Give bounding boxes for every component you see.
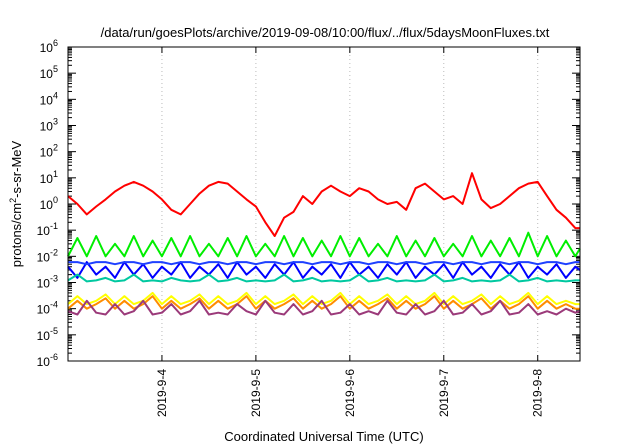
series-line-3 [67,261,581,279]
y-axis-label-tail: -s-sr-MeV [9,140,24,197]
y-tick-label: 100 [40,195,58,212]
series-line-1 [67,172,580,237]
series-line-5 [67,273,580,283]
x-axis-label: Coordinated Universal Time (UTC) [224,429,423,444]
series-line-4 [68,261,580,266]
y-tick-label: 10-5 [37,326,58,343]
y-axis-label: protons/cm2-s-sr-MeV [8,140,24,267]
x-tick-label: 2019-9-8 [531,369,545,417]
plot-frame [67,46,581,362]
x-tick-label: 2019-9-7 [437,369,451,417]
y-tick-label: 10-3 [37,274,58,291]
y-tick-label: 10-4 [37,300,58,317]
series-lines [67,172,581,316]
y-axis-label-sup: 2 [8,198,18,203]
y-tick-label: 103 [40,117,58,134]
y-axis-label-base: protons/cm [9,203,24,267]
y-tick-label: 101 [40,169,58,186]
x-tick-label: 2019-9-6 [343,369,357,417]
series-line-6 [67,291,580,306]
x-axis-ticks: 2019-9-4 2019-9-5 2019-9-6 2019-9-7 2019-9-8 [155,47,545,417]
plot-area [161,47,539,361]
series-line-8 [67,299,581,316]
x-tick-label: 2019-9-5 [249,369,263,417]
y-axis-ticks: 10-6 10-5 10-4 10-3 10-2 10-1 100 101 102 103 104 1… [37,38,580,369]
y-tick-label: 10-1 [37,221,58,238]
x-tick-label: 2019-9-4 [155,369,169,417]
y-tick-label: 104 [40,90,58,107]
y-tick-label: 10-6 [37,352,58,369]
y-tick-label: 102 [40,143,58,160]
chart-title: /data/run/goesPlots/archive/2019-09-08/1… [101,25,550,40]
series-line-2 [67,231,581,258]
y-tick-label: 10-2 [37,247,58,264]
y-tick-label: 105 [40,64,58,81]
y-tick-label: 106 [40,38,58,55]
